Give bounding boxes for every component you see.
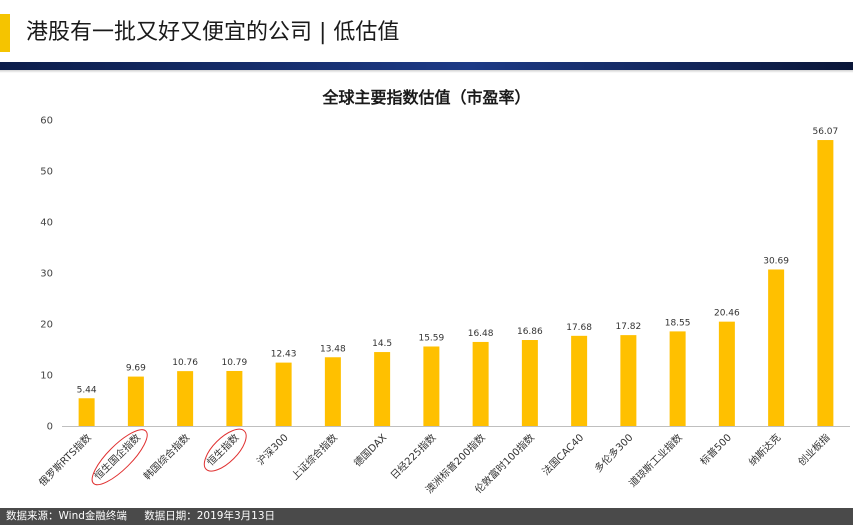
bar xyxy=(275,362,292,426)
y-tick-label: 60 xyxy=(40,116,53,127)
x-tick-label: 俄罗斯RTS指数 xyxy=(36,431,94,489)
bar xyxy=(521,340,538,426)
bar xyxy=(226,370,243,426)
data-label: 13.48 xyxy=(320,344,346,354)
y-tick-label: 30 xyxy=(40,269,53,280)
bar xyxy=(718,321,735,426)
data-label: 15.59 xyxy=(418,333,444,343)
x-tick-label: 上证综合指数 xyxy=(288,431,340,483)
x-tick-label: 纳斯达克 xyxy=(746,431,783,468)
header-band-shadow xyxy=(0,70,853,73)
y-tick-label: 10 xyxy=(40,371,53,382)
pe-bar-chart: 01020304050605.44俄罗斯RTS指数9.69恒生国企指数10.76… xyxy=(36,116,850,496)
data-label: 10.76 xyxy=(172,358,198,368)
data-label: 18.55 xyxy=(665,318,691,328)
bar xyxy=(669,331,686,426)
y-tick-label: 40 xyxy=(40,218,53,229)
x-tick-label: 德国DAX xyxy=(351,431,389,469)
data-label: 16.48 xyxy=(468,329,494,339)
header-band xyxy=(0,62,853,70)
x-tick-label: 创业板指 xyxy=(795,431,832,468)
data-label: 12.43 xyxy=(271,350,297,360)
data-label: 16.86 xyxy=(517,327,543,337)
data-label: 30.69 xyxy=(763,256,789,266)
data-label: 10.79 xyxy=(221,358,247,368)
x-tick-label: 韩国综合指数 xyxy=(141,431,193,483)
bar xyxy=(78,398,95,426)
bar xyxy=(817,140,834,426)
title-accent-bar xyxy=(0,14,10,52)
x-tick-label: 日经225指数 xyxy=(388,431,439,482)
x-tick-label: 多伦多300 xyxy=(592,431,636,475)
highlight-ellipse xyxy=(203,428,247,472)
y-tick-label: 20 xyxy=(40,320,53,331)
data-label: 17.68 xyxy=(566,323,592,333)
footer-source: 数据来源：Wind金融终端 xyxy=(6,510,127,522)
bar xyxy=(768,269,785,426)
data-label: 20.46 xyxy=(714,309,740,319)
bar xyxy=(374,352,391,426)
data-label: 14.5 xyxy=(372,339,392,349)
data-label: 9.69 xyxy=(126,364,146,374)
data-label: 56.07 xyxy=(812,127,838,137)
bar xyxy=(324,357,341,426)
bar xyxy=(177,371,194,426)
bar xyxy=(127,376,144,426)
bar xyxy=(472,341,489,426)
footer-bar: 数据来源：Wind金融终端 数据日期：2019年3月13日 xyxy=(0,508,853,525)
y-tick-label: 0 xyxy=(47,422,53,433)
data-label: 5.44 xyxy=(77,385,97,395)
y-tick-label: 50 xyxy=(40,167,53,178)
x-tick-label: 标普500 xyxy=(697,431,734,468)
x-tick-label: 法国CAC40 xyxy=(539,431,586,478)
highlight-ellipse xyxy=(91,429,148,486)
data-label: 17.82 xyxy=(615,322,641,332)
chart-title: 全球主要指数估值（市盈率） xyxy=(322,88,531,107)
footer-date: 数据日期：2019年3月13日 xyxy=(144,510,275,522)
bar xyxy=(620,335,637,426)
bar xyxy=(571,335,588,426)
slide-title: 港股有一批又好又便宜的公司 | 低估值 xyxy=(26,20,400,45)
bar xyxy=(423,346,440,426)
x-tick-label: 沪深300 xyxy=(254,431,291,468)
